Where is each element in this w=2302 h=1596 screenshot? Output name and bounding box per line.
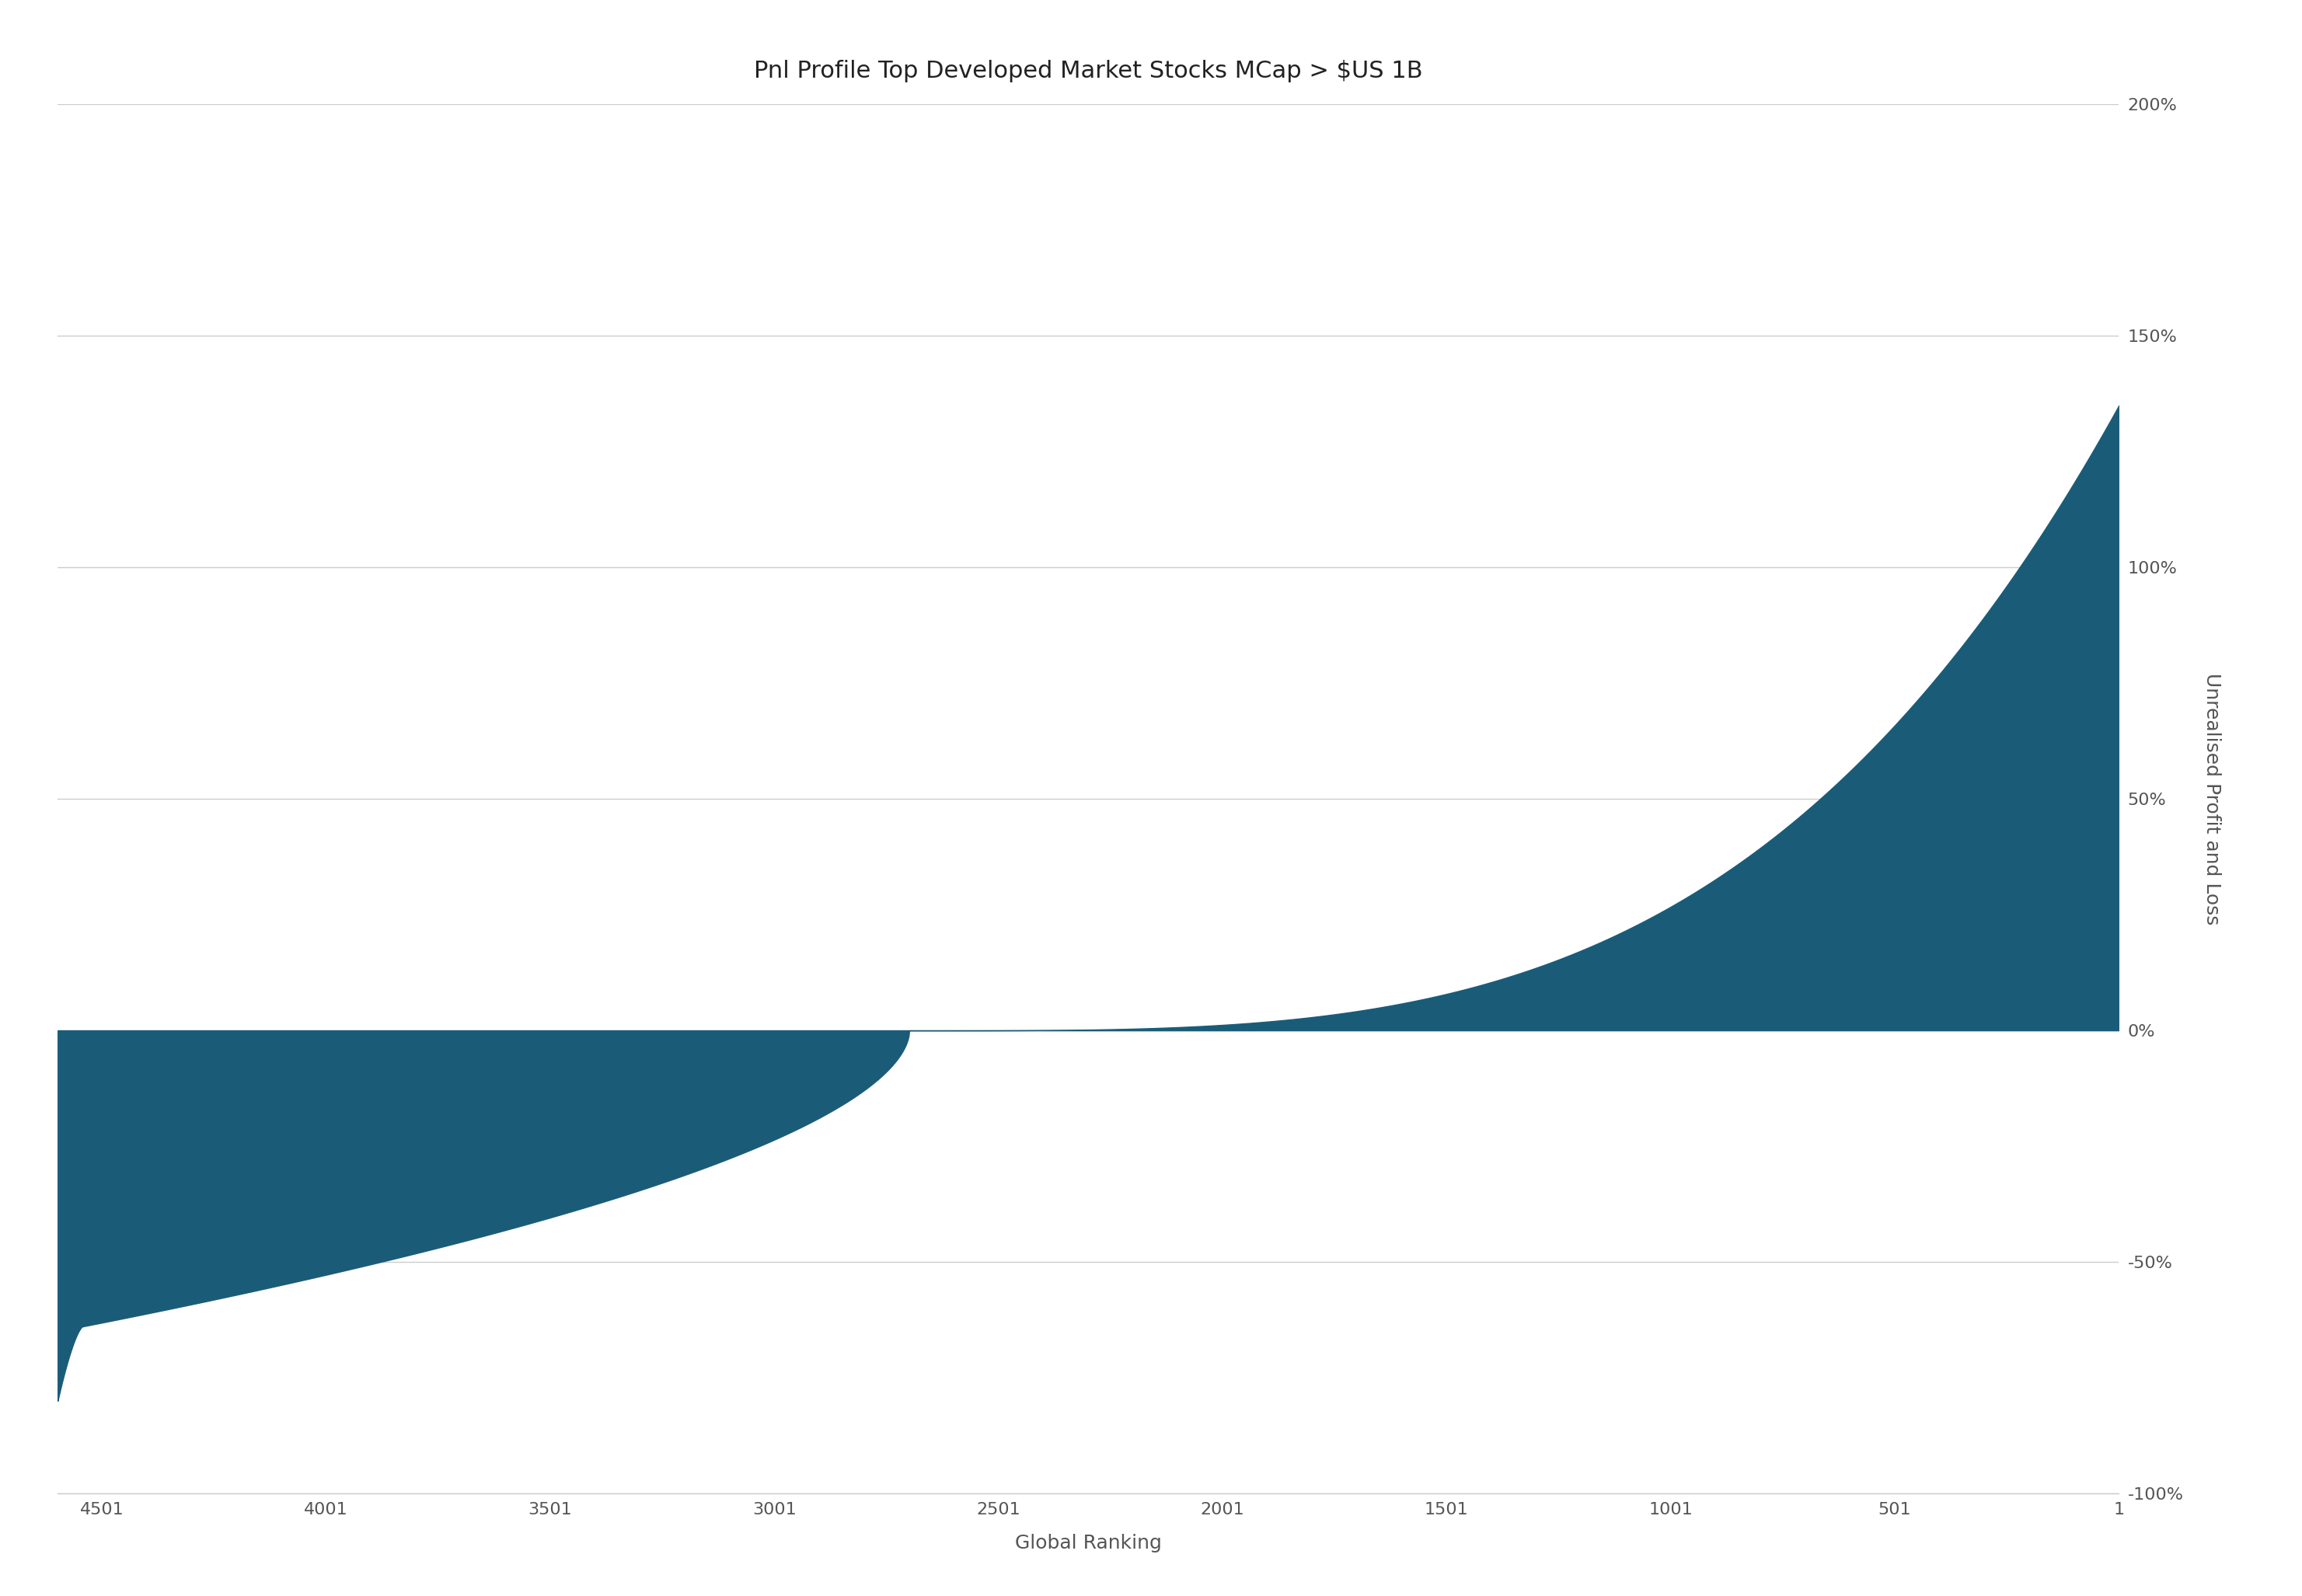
X-axis label: Global Ranking: Global Ranking [1015,1534,1163,1553]
Y-axis label: Unrealised Profit and Loss: Unrealised Profit and Loss [2203,674,2221,926]
Title: Pnl Profile Top Developed Market Stocks MCap > $US 1B: Pnl Profile Top Developed Market Stocks … [753,59,1423,81]
